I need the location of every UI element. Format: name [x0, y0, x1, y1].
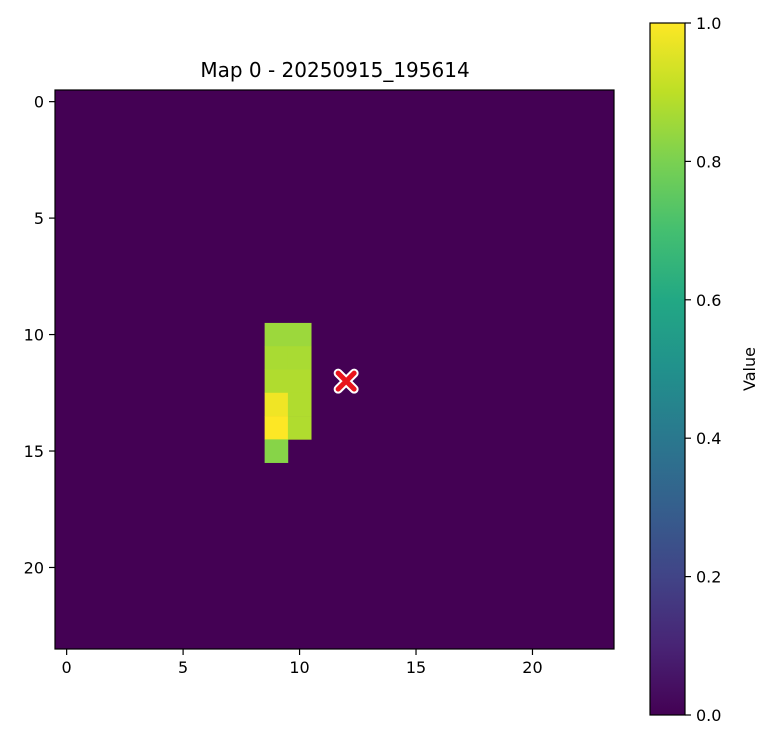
plot-area: 0 5 10 15 20 0 5 10 15 20 [24, 89, 615, 677]
heatmap-cell [264, 322, 289, 347]
colorbar-tick-label: 0.2 [696, 568, 721, 587]
x-tick-label: 20 [522, 658, 542, 677]
x-tick-label: 15 [406, 658, 426, 677]
colorbar-tick-label: 0.6 [696, 291, 721, 310]
chart-title: Map 0 - 20250915_195614 [200, 58, 469, 82]
colorbar-gradient [649, 22, 686, 716]
y-tick-label: 20 [24, 558, 44, 577]
heatmap-cell [264, 369, 289, 394]
x-tick-label: 10 [289, 658, 309, 677]
x-tick-label: 5 [178, 658, 188, 677]
heatmap-cell [287, 392, 312, 417]
colorbar-tick-label: 0.4 [696, 429, 721, 448]
heatmap-cell [287, 346, 312, 370]
heatmap-cell [287, 369, 312, 394]
heatmap-background [55, 90, 614, 649]
colorbar: Value 0.0 0.2 0.4 0.6 0.8 1.0 [649, 14, 759, 725]
heatmap-cell [264, 439, 289, 463]
plot-frame [54, 89, 615, 650]
colorbar-label: Value [740, 347, 759, 391]
colorbar-tick-label: 0.0 [696, 706, 721, 725]
heatmap-cell [264, 416, 289, 440]
heatmap-cell [264, 346, 289, 370]
colorbar-tick-label: 0.8 [696, 152, 721, 171]
y-tick-label: 10 [24, 326, 44, 345]
x-tick-label: 0 [62, 658, 72, 677]
heatmap-cell [287, 322, 312, 347]
y-tick-label: 15 [24, 442, 44, 461]
target-marker [335, 370, 357, 392]
colorbar-tick-label: 1.0 [696, 14, 721, 33]
y-tick-label: 0 [34, 93, 44, 112]
heatmap-cell [264, 392, 289, 417]
y-tick-label: 5 [34, 209, 44, 228]
heatmap-cell [287, 416, 312, 440]
